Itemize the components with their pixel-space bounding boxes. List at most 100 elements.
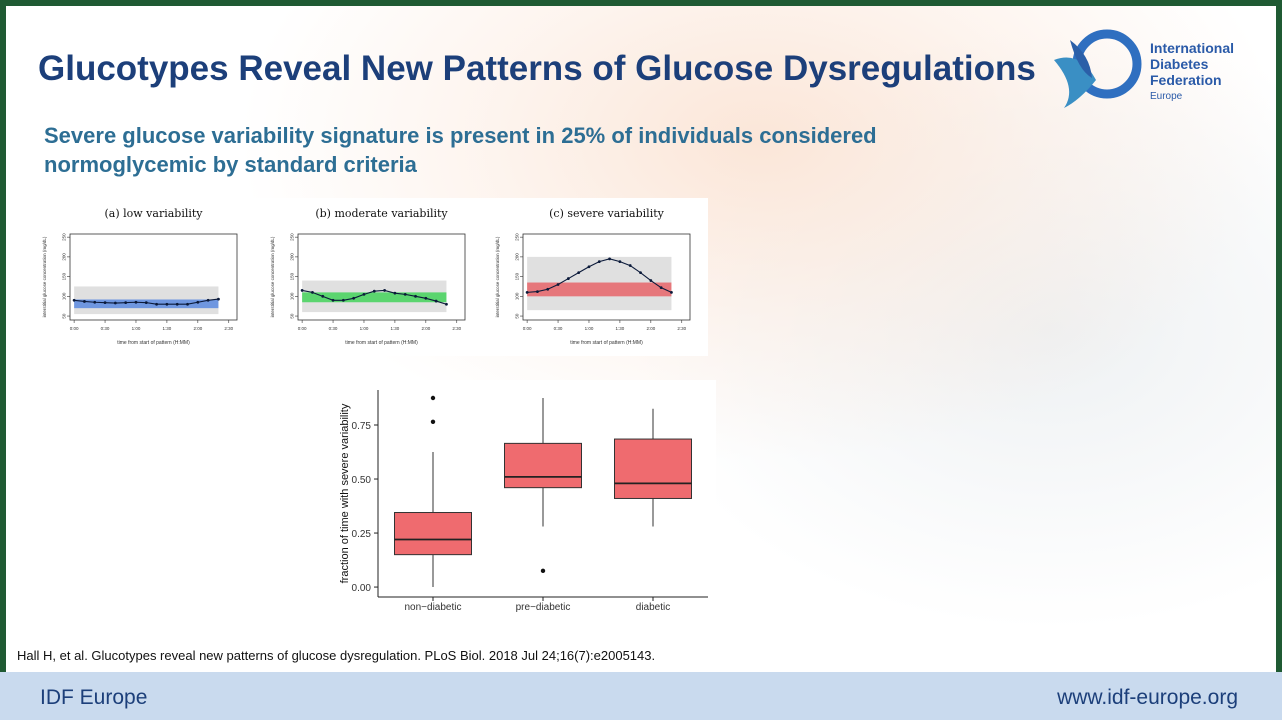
point	[577, 271, 581, 275]
x-tick-label: 0:00	[298, 326, 307, 331]
x-tick-label: 0:30	[329, 326, 338, 331]
point	[566, 277, 570, 280]
y-tick-label: 0.25	[352, 529, 372, 540]
y-axis-label: interstitial glucose concentration (mg/d…	[495, 236, 500, 317]
point	[321, 294, 325, 298]
point	[72, 298, 76, 302]
point	[525, 290, 529, 294]
point	[103, 301, 107, 305]
y-tick-label: 100	[62, 292, 67, 300]
figure-panel	[330, 380, 716, 620]
y-tick-label: 150	[62, 272, 67, 280]
x-tick-label: 0:00	[523, 326, 532, 331]
x-tick-label: 1:00	[360, 326, 369, 331]
x-tick-label: 2:00	[646, 326, 655, 331]
logo-text: International	[1150, 40, 1234, 56]
logo-icon	[1054, 29, 1142, 108]
x-tick-label: 0:30	[101, 326, 110, 331]
y-tick-label: 0.50	[352, 475, 372, 486]
box	[614, 438, 692, 499]
y-tick-label: 50	[290, 313, 295, 319]
outlier	[430, 419, 436, 424]
logo-region: Europe	[1150, 91, 1183, 102]
panel-title: (c) severe variability	[549, 207, 665, 220]
point	[331, 298, 335, 302]
x-tick-label: pre−diabetic	[516, 602, 571, 613]
y-tick-label: 100	[290, 292, 295, 300]
y-tick-label: 200	[290, 253, 295, 261]
band	[302, 292, 447, 303]
point	[649, 279, 653, 282]
subtitle: Severe glucose variability signature is …	[44, 123, 877, 148]
point	[83, 300, 86, 303]
point	[546, 287, 550, 291]
logo-text: Diabetes	[1150, 56, 1209, 72]
point	[206, 298, 210, 302]
y-tick-label: 150	[290, 272, 295, 280]
point	[639, 271, 642, 275]
point	[165, 302, 169, 306]
x-axis-label: time from start of pattern (H:MM)	[345, 340, 418, 346]
x-tick-label: 1:30	[616, 326, 625, 331]
x-tick-label: 1:00	[585, 326, 594, 331]
band	[527, 282, 672, 297]
x-tick-label: 1:00	[132, 326, 141, 331]
x-axis-label: time from start of pattern (H:MM)	[117, 340, 190, 346]
x-tick-label: diabetic	[636, 602, 670, 613]
x-tick-label: non−diabetic	[405, 602, 462, 613]
point	[155, 302, 158, 306]
plot-frame	[69, 233, 238, 321]
y-axis-label: fraction of time with severe variability	[339, 403, 351, 583]
point	[113, 301, 117, 305]
footer-right: www.idf-europe.org	[1056, 686, 1238, 709]
plot-frame	[297, 233, 466, 321]
point	[383, 289, 386, 292]
point	[352, 296, 356, 300]
point	[144, 301, 148, 305]
x-tick-label: 2:30	[224, 326, 233, 331]
x-axis-label: time from start of pattern (H:MM)	[570, 340, 643, 346]
point	[93, 300, 97, 304]
point	[196, 300, 200, 304]
x-tick-label: 2:30	[677, 326, 686, 331]
point	[424, 296, 428, 300]
point	[134, 300, 138, 304]
point	[341, 298, 345, 302]
point	[311, 290, 314, 294]
point	[175, 302, 179, 306]
point	[659, 286, 663, 290]
point	[556, 283, 560, 286]
footer-bar	[0, 672, 1282, 720]
point	[628, 264, 632, 267]
panel-title: (a) low variability	[104, 207, 203, 220]
point	[414, 294, 417, 298]
point	[362, 292, 366, 296]
y-tick-label: 50	[515, 313, 520, 319]
point	[670, 290, 673, 294]
box	[504, 442, 582, 489]
point	[186, 302, 189, 306]
point	[587, 265, 591, 269]
x-tick-label: 1:30	[163, 326, 172, 331]
x-tick-label: 2:00	[193, 326, 202, 331]
y-tick-label: 100	[515, 292, 520, 300]
y-tick-label: 0.75	[352, 421, 372, 432]
point	[217, 297, 220, 301]
y-tick-label: 250	[290, 233, 295, 241]
logo-text: Federation	[1150, 72, 1222, 88]
citation: Hall H, et al. Glucotypes reveal new pat…	[17, 648, 655, 663]
x-tick-label: 0:30	[554, 326, 563, 331]
point	[608, 257, 611, 261]
x-tick-label: 2:30	[452, 326, 461, 331]
x-tick-label: 1:30	[391, 326, 400, 331]
point	[536, 290, 539, 293]
outlier	[430, 395, 436, 401]
y-tick-label: 0.00	[352, 583, 372, 594]
point	[597, 260, 601, 264]
outlier	[540, 568, 546, 574]
y-tick-label: 200	[515, 253, 520, 261]
title: Glucotypes Reveal New Patterns of Glucos…	[38, 49, 1036, 88]
point	[372, 289, 376, 293]
y-tick-label: 150	[515, 272, 520, 280]
